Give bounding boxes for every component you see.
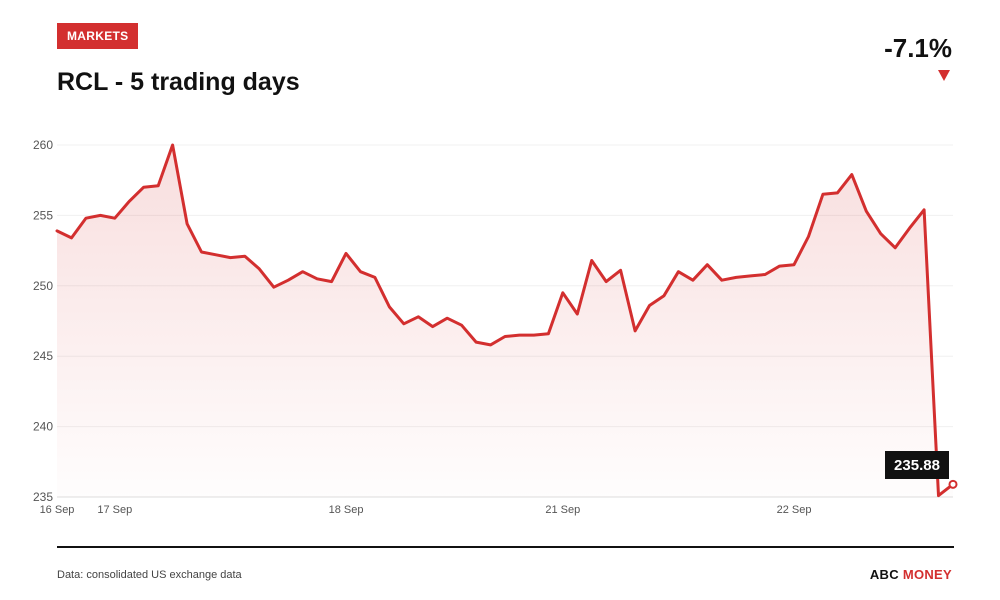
brand-name-part2: MONEY	[902, 567, 952, 582]
y-tick-label: 255	[33, 208, 53, 222]
last-price-value: 235.88	[894, 457, 940, 474]
data-source-note: Data: consolidated US exchange data	[57, 569, 242, 581]
price-line	[55, 143, 955, 498]
price-change: -7.1%	[884, 33, 952, 63]
brand-logo: ABC MONEY	[870, 567, 952, 582]
footer-divider	[57, 546, 954, 548]
y-tick-label: 250	[33, 279, 53, 293]
price-area	[57, 145, 953, 497]
y-axis: 260 255 250 245 240 235	[33, 138, 53, 504]
x-axis: 16 Sep 17 Sep 18 Sep 21 Sep 22 Sep	[40, 504, 812, 516]
y-tick-label: 235	[33, 490, 53, 504]
y-tick-label: 260	[33, 138, 53, 152]
x-tick-label: 18 Sep	[329, 504, 364, 516]
x-tick-label: 16 Sep	[40, 504, 75, 516]
last-price-label: 235.88	[885, 451, 949, 479]
chart-title: RCL - 5 trading days	[57, 68, 300, 96]
x-tick-label: 17 Sep	[97, 504, 132, 516]
last-price-point	[948, 479, 958, 489]
down-triangle-icon	[938, 70, 950, 81]
y-tick-label: 245	[33, 349, 53, 363]
section-badge: MARKETS	[57, 23, 139, 49]
y-tick-label: 240	[33, 420, 53, 434]
x-tick-label: 22 Sep	[777, 504, 812, 516]
x-tick-label: 21 Sep	[545, 504, 580, 516]
brand-name-part1: ABC	[869, 567, 899, 582]
